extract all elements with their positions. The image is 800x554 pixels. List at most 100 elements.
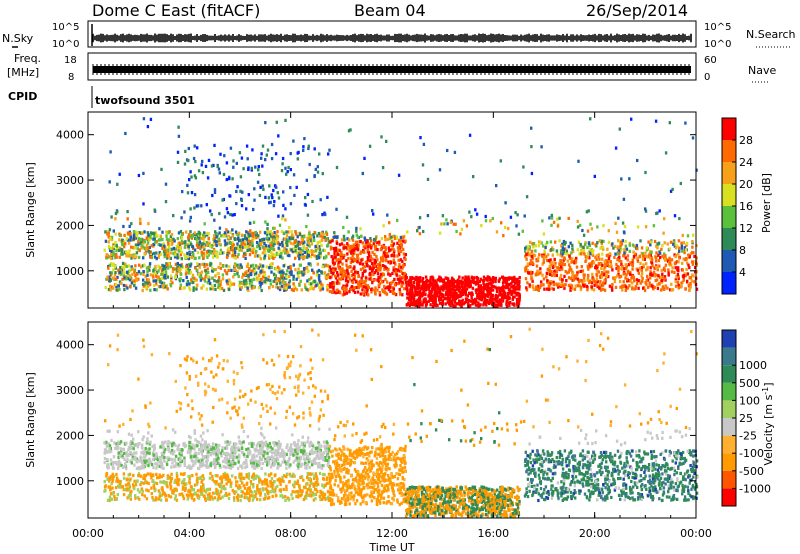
- heatmap-cell: [295, 232, 298, 236]
- heatmap-cell: [107, 264, 110, 269]
- heatmap-cell: [603, 279, 606, 283]
- heatmap-cell: [335, 289, 338, 293]
- heatmap-cell: [424, 292, 427, 297]
- heatmap-cell: [644, 170, 647, 175]
- heatmap-cell: [396, 241, 399, 245]
- heatmap-cell: [321, 265, 324, 269]
- heatmap-cell: [384, 255, 388, 259]
- heatmap-cell: [123, 288, 126, 292]
- heatmap-cell: [260, 281, 264, 285]
- heatmap-cell: [631, 258, 634, 262]
- heatmap-cell: [648, 256, 652, 260]
- heatmap-cell: [116, 210, 119, 214]
- heatmap-cell: [649, 240, 653, 244]
- heatmap-cell: [146, 125, 150, 129]
- heatmap-cell: [684, 258, 687, 262]
- heatmap-cell: [663, 277, 666, 281]
- heatmap-cell: [670, 270, 674, 274]
- heatmap-cell: [285, 172, 288, 176]
- heatmap-cell: [668, 261, 672, 265]
- heatmap-cell: [332, 235, 335, 239]
- heatmap-cell: [502, 285, 505, 289]
- heatmap-cell: [280, 251, 283, 255]
- heatmap-cell: [163, 273, 167, 278]
- heatmap-cell: [242, 252, 246, 256]
- heatmap-cell: [494, 294, 497, 299]
- heatmap-cell: [303, 250, 306, 254]
- heatmap-cell: [210, 245, 213, 249]
- heatmap-cell: [517, 291, 520, 295]
- heatmap-cell: [470, 276, 474, 280]
- heatmap-cell: [141, 264, 145, 268]
- heatmap-cell: [673, 214, 677, 218]
- heatmap-cell: [237, 236, 240, 240]
- power-colorbar-tick-label: 28: [739, 134, 753, 147]
- heatmap-cell: [257, 452, 261, 456]
- heatmap-cell: [121, 249, 124, 253]
- y-tick-label: 4000: [56, 129, 84, 142]
- heatmap-cell: [333, 249, 336, 253]
- heatmap-cell: [170, 247, 173, 251]
- heatmap-cell: [332, 285, 335, 289]
- heatmap-cell: [135, 251, 139, 255]
- heatmap-cell: [245, 144, 249, 148]
- heatmap-cell: [162, 281, 166, 285]
- heatmap-cell: [207, 281, 210, 285]
- heatmap-cell: [190, 255, 193, 260]
- heatmap-cell: [169, 234, 173, 238]
- freq-units: [MHz]: [7, 66, 39, 79]
- heatmap-cell: [157, 255, 160, 259]
- heatmap-cell: [231, 244, 234, 248]
- heatmap-cell: [350, 274, 354, 278]
- heatmap-cell: [467, 281, 470, 285]
- heatmap-cell: [195, 233, 198, 237]
- heatmap-cell: [359, 240, 362, 244]
- heatmap-cell: [646, 285, 650, 289]
- heatmap-cell: [409, 296, 412, 300]
- heatmap-cell: [233, 272, 236, 277]
- heatmap-cell: [123, 233, 126, 237]
- heatmap-cell: [370, 239, 373, 243]
- heatmap-cell: [288, 254, 291, 258]
- heatmap-cell: [288, 465, 291, 469]
- heatmap-cell: [251, 248, 255, 252]
- heatmap-cell: [500, 303, 503, 307]
- heatmap-cell: [578, 252, 581, 256]
- heatmap-cell: [470, 296, 473, 300]
- heatmap-cell: [258, 238, 262, 242]
- heatmap-cell: [327, 273, 330, 277]
- heatmap-cell: [313, 254, 316, 258]
- heatmap-cell: [508, 303, 511, 307]
- heatmap-cell: [148, 245, 151, 249]
- heatmap-cell: [516, 280, 519, 284]
- heatmap-cell: [147, 233, 150, 237]
- heatmap-cell: [381, 259, 385, 263]
- heatmap-cell: [408, 291, 411, 295]
- heatmap-cell: [452, 285, 455, 289]
- heatmap-cell: [295, 185, 298, 189]
- heatmap-cell: [684, 248, 688, 252]
- heatmap-cell: [461, 280, 465, 284]
- heatmap-cell: [248, 253, 252, 257]
- heatmap-cell: [471, 292, 474, 297]
- heatmap-cell: [327, 461, 330, 465]
- heatmap-cell: [421, 281, 425, 285]
- heatmap-cell: [327, 152, 330, 156]
- heatmap-cell: [291, 249, 295, 253]
- heatmap-cell: [310, 285, 313, 289]
- nsky-bars: [92, 33, 692, 43]
- heatmap-cell: [334, 276, 338, 280]
- heatmap-cell: [187, 271, 190, 275]
- heatmap-cell: [474, 303, 477, 307]
- heatmap-cell: [373, 271, 376, 275]
- heatmap-cell: [464, 299, 468, 303]
- heatmap-cell: [176, 445, 180, 449]
- heatmap-cell: [674, 278, 677, 282]
- heatmap-cell: [302, 453, 305, 457]
- freq-ticks: [92, 64, 690, 75]
- heatmap-cell: [112, 466, 115, 470]
- heatmap-cell: [617, 272, 620, 277]
- heatmap-cell: [686, 272, 690, 276]
- heatmap-cell: [260, 288, 263, 293]
- heatmap-cell: [398, 280, 401, 284]
